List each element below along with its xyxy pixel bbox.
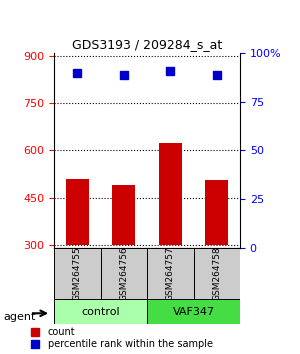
Text: VAF347: VAF347	[172, 307, 214, 316]
Bar	[205, 180, 228, 245]
Text: GSM264757: GSM264757	[166, 246, 175, 301]
FancyBboxPatch shape	[54, 299, 147, 324]
Bar	[112, 185, 135, 245]
Bar	[66, 179, 89, 245]
Text: agent: agent	[3, 312, 35, 322]
FancyBboxPatch shape	[147, 248, 194, 299]
Text: GSM264755: GSM264755	[73, 246, 82, 301]
Text: control: control	[81, 307, 120, 316]
FancyBboxPatch shape	[194, 248, 240, 299]
FancyBboxPatch shape	[147, 299, 240, 324]
Bar	[159, 143, 182, 245]
Text: GSM264758: GSM264758	[212, 246, 221, 301]
Text: percentile rank within the sample: percentile rank within the sample	[48, 339, 213, 349]
Title: GDS3193 / 209284_s_at: GDS3193 / 209284_s_at	[72, 38, 222, 51]
Text: count: count	[48, 327, 76, 337]
FancyBboxPatch shape	[54, 248, 100, 299]
FancyBboxPatch shape	[100, 248, 147, 299]
Text: GSM264756: GSM264756	[119, 246, 128, 301]
